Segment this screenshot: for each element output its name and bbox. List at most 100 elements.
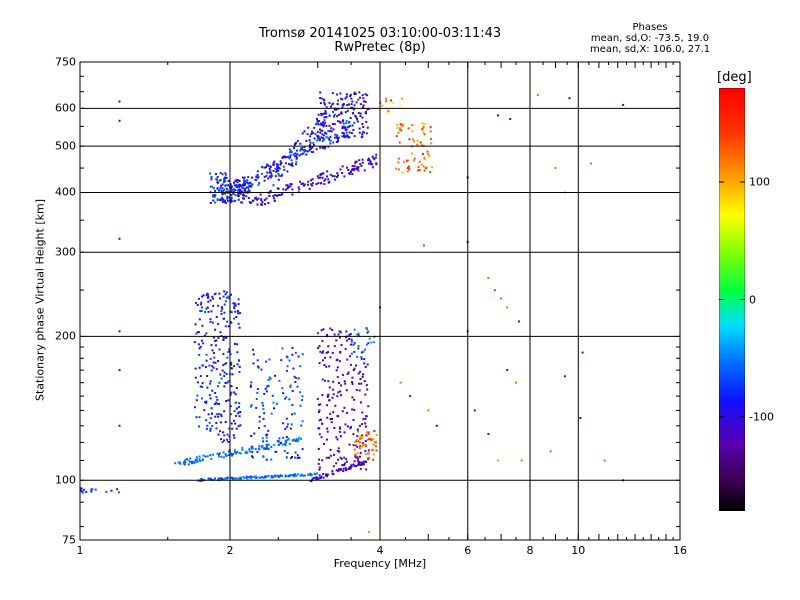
scattered-echo-point: [603, 459, 606, 462]
f-region-o-mode-point: [219, 179, 222, 181]
f-region-o-mode-point: [310, 147, 312, 150]
f-region-o-mode-point: [226, 188, 229, 191]
e-region-point: [356, 428, 359, 431]
f-region-o-mode-point: [308, 139, 311, 142]
f-region-x-mode-point: [429, 138, 432, 140]
e-region-point: [254, 448, 257, 451]
e-region-point: [276, 402, 278, 405]
e-region-point: [267, 378, 270, 381]
e-region-point: [221, 307, 224, 310]
e-region-point: [274, 374, 276, 377]
e-region-point: [201, 459, 204, 462]
e-region-point: [223, 363, 226, 366]
f-region-o-mode-point: [289, 163, 292, 166]
f-region-o-mode-point: [266, 171, 269, 174]
f-region-x-mode-point: [418, 160, 421, 163]
e-region-x-mode-point: [368, 456, 370, 459]
scattered-echo-point: [517, 320, 520, 323]
e-region-x-mode-point: [358, 441, 361, 444]
e-region-point: [226, 438, 229, 441]
e-region-point: [335, 369, 338, 372]
f-region-o-mode-point: [216, 178, 218, 181]
f-region-o-mode-point: [235, 178, 238, 181]
f-region-o-mode-point: [361, 133, 364, 136]
e-region-point: [339, 456, 342, 459]
e-region-point: [325, 474, 327, 477]
e-region-point: [320, 436, 323, 439]
scattered-echo-point: [497, 114, 499, 117]
e-region-x-mode-point: [375, 434, 378, 436]
e-region-x-mode-point: [373, 429, 375, 432]
e-region-point: [289, 384, 292, 387]
e-region-point: [220, 306, 223, 309]
e-region-point: [235, 407, 238, 410]
f-region-o-mode-point: [285, 184, 288, 187]
f-region-o-mode-point: [340, 111, 343, 114]
e-region-point: [326, 438, 328, 441]
e-region-point: [326, 427, 329, 430]
f-region-x-mode-point: [407, 127, 410, 130]
f-region-o-mode-point: [251, 183, 254, 186]
f-region-o-mode-point: [331, 92, 334, 95]
e-region-point: [262, 408, 265, 411]
e-region-point: [251, 455, 253, 458]
e-region-point: [255, 406, 258, 409]
f-region-o-mode-point: [209, 202, 212, 204]
f-region-o-mode-point: [268, 175, 271, 178]
e-region-point: [288, 359, 291, 362]
scattered-echo-point: [509, 118, 512, 120]
e-region-point: [233, 410, 236, 413]
e-region-point: [350, 339, 353, 342]
e-region-point: [205, 353, 208, 356]
e-region-point: [286, 452, 289, 455]
f-region-o-mode-point: [311, 182, 314, 185]
f-region-o-mode-point: [267, 202, 270, 204]
f-region-o-mode-point: [333, 175, 336, 178]
f-region-o-mode-point: [362, 126, 365, 128]
f-region-o-mode-point: [334, 133, 337, 136]
e-region-x-mode-point: [356, 452, 359, 455]
f-region-o-mode-point: [373, 158, 376, 161]
e-region-point: [352, 419, 355, 421]
e-region-point: [298, 456, 301, 459]
e-region-point: [348, 338, 351, 340]
e-region-point: [355, 465, 358, 467]
f-region-x-mode-point: [396, 123, 399, 126]
f-region-o-mode-point: [334, 178, 337, 181]
e-region-point: [187, 463, 190, 466]
f-region-o-mode-point: [361, 94, 364, 97]
e-region-point: [237, 425, 240, 428]
f-region-o-mode-point: [363, 169, 366, 172]
scattered-echo-point: [487, 433, 490, 435]
f-region-o-mode-point: [219, 186, 222, 189]
f-region-o-mode-point: [277, 169, 280, 172]
e-region-point: [341, 410, 344, 413]
e-region-point: [227, 399, 230, 402]
f-region-o-mode-point: [301, 146, 304, 149]
e-region-point: [237, 303, 240, 305]
f-region-o-mode-point: [307, 183, 309, 186]
e-region-point: [250, 405, 253, 408]
e-region-point: [209, 357, 212, 360]
f-region-o-mode-point: [238, 190, 241, 192]
f-region-o-mode-point: [333, 136, 336, 139]
f-region-o-mode-point: [327, 136, 330, 139]
e-region-point: [263, 447, 266, 450]
e-region-point: [354, 455, 357, 458]
e-region-point: [335, 436, 338, 439]
f-region-o-mode-point: [256, 170, 259, 173]
e-region-point: [201, 382, 204, 385]
f-region-o-mode-point: [218, 179, 221, 182]
e-region-point: [351, 376, 354, 379]
f-region-o-mode-point: [350, 103, 353, 106]
e-region-point: [201, 295, 204, 298]
e-region-point: [287, 438, 290, 441]
f-region-o-mode-point: [237, 189, 240, 192]
e-region-point: [270, 458, 273, 461]
f-region-o-mode-point: [352, 108, 355, 111]
f-region-o-mode-point: [323, 147, 326, 150]
x-tick-label: 6: [464, 544, 472, 557]
e-region-point: [291, 346, 294, 349]
e-region-point: [350, 363, 352, 366]
e-region-point: [217, 433, 220, 436]
